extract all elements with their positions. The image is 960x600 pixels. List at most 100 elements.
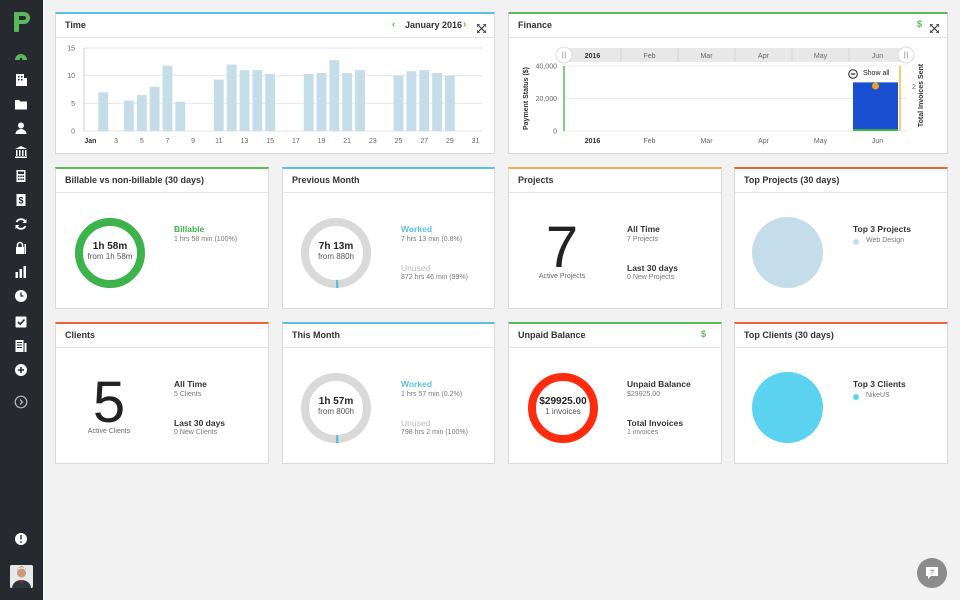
unused-label: Unused bbox=[401, 418, 431, 428]
donut-sub-value: 1 invoices bbox=[545, 407, 581, 416]
lock-icon[interactable] bbox=[11, 238, 31, 258]
card-title: Previous Month bbox=[292, 175, 360, 185]
x-tick-label: 11 bbox=[215, 138, 222, 145]
dollar-icon[interactable]: $ bbox=[917, 19, 923, 29]
worked-label: Worked bbox=[401, 379, 433, 389]
time-bar bbox=[149, 86, 160, 131]
y-tick-label: 0 bbox=[553, 129, 557, 136]
time-bar bbox=[239, 70, 250, 131]
card-title: Finance bbox=[518, 20, 553, 30]
top-clients-pie[interactable] bbox=[752, 372, 823, 443]
refresh-icon[interactable] bbox=[11, 214, 31, 234]
x-tick-label: 9 bbox=[191, 138, 195, 145]
y-axis-title: Payment Status ($) bbox=[523, 67, 530, 130]
fullscreen-icon[interactable] bbox=[476, 20, 487, 38]
time-bar bbox=[342, 72, 353, 131]
y-tick-label: 20,000 bbox=[536, 96, 558, 103]
finance-card-header: Finance $ bbox=[509, 14, 947, 38]
time-bar bbox=[265, 74, 276, 131]
legend-swatch bbox=[853, 239, 859, 245]
bank-icon[interactable] bbox=[11, 142, 31, 162]
all-time-label: All Time bbox=[174, 379, 207, 389]
donut-main-value: 7h 13m bbox=[318, 241, 354, 252]
worked-detail: 7 hrs 13 min (0.8%) bbox=[401, 236, 463, 243]
this-month-card: This Month 1h 57m from 800h Worked 1 hrs… bbox=[282, 322, 495, 464]
user-icon[interactable] bbox=[11, 118, 31, 138]
active-clients-caption: Active Clients bbox=[87, 428, 131, 435]
time-card: Time ‹ January 2016 › 0 5 10 15 Jan 3 5 7 9 11 13 1… bbox=[55, 12, 495, 154]
time-bar bbox=[124, 100, 134, 131]
x-tick-label: 29 bbox=[446, 138, 454, 145]
unpaid-donut-label: $29925.00 1 invoices bbox=[523, 396, 603, 416]
donut-main-value: 1h 57m bbox=[318, 396, 354, 407]
invoice-dollar-icon[interactable]: $ bbox=[11, 190, 31, 210]
legend-item[interactable]: Web Design bbox=[866, 237, 905, 244]
bar-chart-icon[interactable] bbox=[11, 262, 31, 282]
card-header: Top Clients (30 days) bbox=[735, 324, 947, 348]
top-projects-pie[interactable] bbox=[752, 217, 823, 288]
legend-item[interactable]: NikeUS bbox=[866, 392, 890, 399]
y-tick-label: 40,000 bbox=[536, 64, 558, 71]
card-header: Clients bbox=[56, 324, 268, 348]
building-icon[interactable] bbox=[11, 70, 31, 90]
time-bar bbox=[252, 70, 263, 131]
time-bar bbox=[432, 72, 442, 131]
payment-bar-base bbox=[853, 129, 898, 131]
y2-tick-label: 2 bbox=[912, 84, 916, 91]
card-title: Clients bbox=[65, 330, 96, 340]
chat-question-icon: ? bbox=[926, 567, 938, 579]
donut-sub-value: from 880h bbox=[317, 252, 355, 261]
time-bar bbox=[393, 75, 404, 131]
card-title: Unpaid Balance bbox=[518, 330, 586, 340]
avatar[interactable] bbox=[10, 565, 33, 588]
x-tick-label: 23 bbox=[369, 138, 377, 145]
svg-text:?: ? bbox=[930, 570, 934, 577]
x-tick-label: Jan bbox=[84, 138, 96, 145]
card-title: Top Projects (30 days) bbox=[744, 175, 840, 185]
navigator-label: Jun bbox=[872, 53, 883, 60]
dollar-icon[interactable]: $ bbox=[701, 329, 707, 339]
legend-title: Top 3 Projects bbox=[853, 224, 911, 234]
navigator-label: Mar bbox=[700, 53, 713, 60]
billable-donut-label: 1h 58m from 1h 58m bbox=[73, 241, 147, 261]
billable-legend-detail: 1 hrs 58 min (100%) bbox=[174, 236, 238, 243]
card-header: Projects bbox=[509, 169, 721, 193]
payment-bar bbox=[853, 82, 898, 131]
report-icon[interactable] bbox=[11, 336, 31, 356]
x-tick-label: 21 bbox=[343, 138, 351, 145]
projects-card: Projects 7 Active Projects All Time 7 Pr… bbox=[508, 167, 722, 309]
fullscreen-icon[interactable] bbox=[929, 20, 940, 38]
next-month-icon[interactable]: › bbox=[463, 19, 467, 30]
calculator-icon[interactable] bbox=[11, 166, 31, 186]
donut-sub-value: from 1h 58m bbox=[87, 252, 133, 261]
prev-month-icon[interactable]: ‹ bbox=[392, 19, 396, 30]
card-title: This Month bbox=[292, 330, 340, 340]
unused-detail: 798 hrs 2 min (100%) bbox=[401, 429, 468, 436]
clock-icon[interactable] bbox=[11, 286, 31, 306]
folder-icon[interactable] bbox=[11, 94, 31, 114]
logo[interactable] bbox=[0, 0, 43, 43]
check-square-icon[interactable] bbox=[11, 312, 31, 332]
add-icon[interactable] bbox=[11, 360, 31, 380]
unused-label: Unused bbox=[401, 263, 431, 273]
previous-month-card: Previous Month 7h 13m from 880h Worked 7… bbox=[282, 167, 495, 309]
card-header: Unpaid Balance $ bbox=[509, 324, 721, 348]
unpaid-balance-label: Unpaid Balance bbox=[627, 379, 691, 389]
power-icon[interactable] bbox=[11, 529, 31, 549]
x-tick-label: Jun bbox=[872, 138, 883, 145]
donut-main-value: $29925.00 bbox=[539, 396, 587, 407]
active-projects-caption: Active Projects bbox=[538, 273, 586, 280]
time-bar bbox=[406, 71, 417, 131]
dashboard-icon[interactable] bbox=[11, 46, 31, 66]
expand-icon[interactable] bbox=[11, 392, 31, 412]
x-tick-label: Apr bbox=[758, 138, 770, 145]
card-header: Billable vs non-billable (30 days) bbox=[56, 169, 268, 193]
show-all-button[interactable]: Show all bbox=[848, 69, 898, 81]
x-tick-label: 15 bbox=[266, 138, 274, 145]
all-time-value: 5 Clients bbox=[174, 391, 202, 398]
help-chat-button[interactable]: ? bbox=[917, 558, 947, 588]
time-bar bbox=[316, 72, 327, 131]
show-all-label: Show all bbox=[863, 70, 890, 77]
total-invoices-label: Total Invoices bbox=[627, 418, 684, 428]
last-30-days-value: 0 New Projects bbox=[627, 274, 675, 281]
